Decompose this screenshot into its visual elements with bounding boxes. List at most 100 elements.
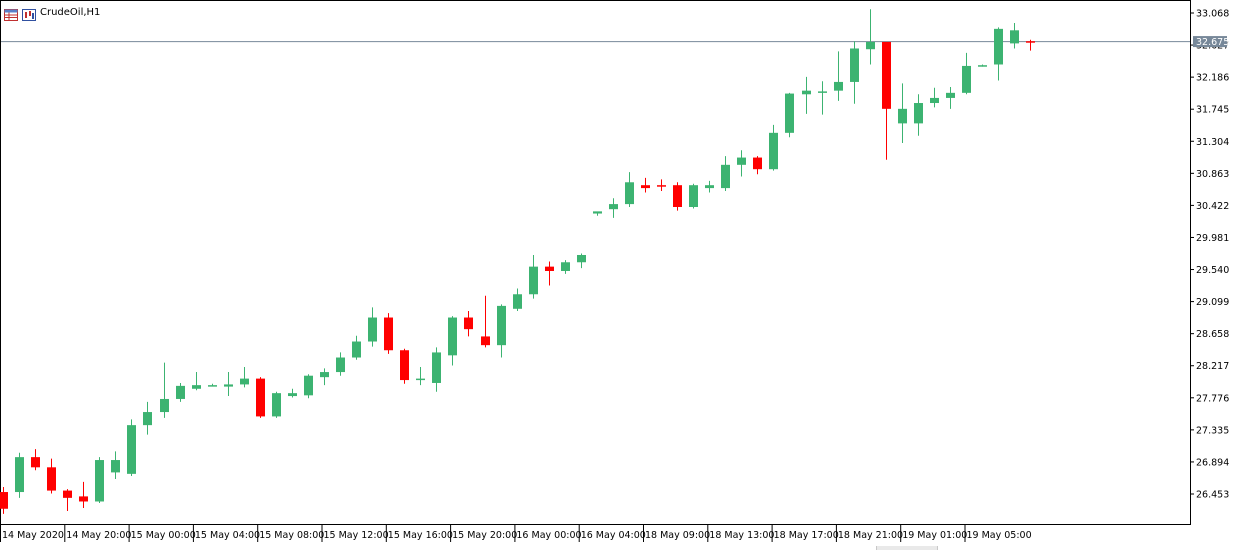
candle[interactable]	[1026, 39, 1035, 51]
candle[interactable]	[31, 449, 40, 471]
candle[interactable]	[384, 313, 393, 354]
plot-area[interactable]	[0, 0, 1191, 525]
candle[interactable]	[127, 419, 136, 477]
y-tick-label: 26.894	[1196, 457, 1229, 468]
candle[interactable]	[432, 347, 441, 392]
x-tick-label: 19 May 05:00	[967, 530, 1032, 541]
candle[interactable]	[1010, 23, 1019, 49]
y-tick-label: 28.217	[1196, 361, 1229, 372]
table-icon[interactable]	[4, 6, 18, 21]
candle[interactable]	[481, 295, 490, 348]
candle-body	[834, 81, 843, 91]
candle-body	[272, 393, 281, 417]
chart-icon[interactable]	[22, 6, 36, 21]
candle[interactable]	[577, 253, 586, 269]
candle[interactable]	[256, 377, 265, 418]
candle[interactable]	[304, 374, 313, 399]
candle[interactable]	[143, 401, 152, 435]
candle[interactable]	[705, 180, 714, 193]
candle[interactable]	[368, 307, 377, 347]
candle[interactable]	[111, 451, 120, 479]
candle-body	[513, 294, 522, 309]
candle-body	[497, 305, 506, 346]
candle[interactable]	[545, 261, 554, 286]
candle[interactable]	[898, 83, 907, 144]
x-tick-label: 18 May 17:00	[774, 530, 839, 541]
candle[interactable]	[272, 391, 281, 418]
candle[interactable]	[737, 150, 746, 177]
candle[interactable]	[657, 179, 666, 192]
candle[interactable]	[850, 41, 859, 104]
candle-body	[1010, 30, 1019, 44]
candle-body	[31, 457, 40, 468]
candle-body	[994, 28, 1003, 65]
candle[interactable]	[882, 41, 891, 160]
candle[interactable]	[416, 366, 425, 386]
candle[interactable]	[448, 316, 457, 366]
price-axis: 33.06832.62732.18631.74531.30430.86330.4…	[1190, 9, 1229, 501]
candle-body	[143, 412, 152, 426]
candle[interactable]	[352, 335, 361, 360]
candle[interactable]	[224, 372, 233, 397]
candle[interactable]	[529, 254, 538, 299]
candle[interactable]	[79, 481, 88, 509]
candle-body	[448, 317, 457, 356]
candle[interactable]	[866, 9, 875, 65]
candle[interactable]	[192, 372, 201, 391]
candle-body	[63, 490, 72, 498]
candle-body	[464, 317, 473, 330]
candle[interactable]	[978, 64, 987, 67]
candle[interactable]	[593, 211, 602, 216]
candle-body	[95, 460, 104, 502]
candle[interactable]	[240, 366, 249, 388]
x-tick-label: 15 May 00:00	[131, 530, 196, 541]
candle-body	[224, 384, 233, 387]
candle[interactable]	[561, 260, 570, 274]
candle[interactable]	[288, 388, 297, 398]
candle[interactable]	[464, 310, 473, 337]
candle[interactable]	[47, 458, 56, 494]
candle[interactable]	[818, 81, 827, 115]
x-tick-label: 15 May 04:00	[195, 530, 260, 541]
candle[interactable]	[320, 368, 329, 386]
candle[interactable]	[946, 87, 955, 109]
candle-body	[368, 317, 377, 342]
candle[interactable]	[176, 382, 185, 402]
candle[interactable]	[834, 51, 843, 101]
y-tick-label: 27.776	[1196, 393, 1229, 404]
candle[interactable]	[753, 156, 762, 175]
candle[interactable]	[721, 156, 730, 192]
candle[interactable]	[785, 92, 794, 138]
candle-body	[930, 97, 939, 104]
candle[interactable]	[673, 182, 682, 211]
candle[interactable]	[625, 172, 634, 207]
candle[interactable]	[160, 362, 169, 418]
candle[interactable]	[513, 288, 522, 311]
candle[interactable]	[609, 198, 618, 218]
candle[interactable]	[400, 348, 409, 384]
candle[interactable]	[15, 452, 24, 498]
candle[interactable]	[769, 124, 778, 171]
candle-body	[176, 385, 185, 399]
candle[interactable]	[914, 94, 923, 136]
candle[interactable]	[336, 352, 345, 376]
candle[interactable]	[802, 76, 811, 114]
candle[interactable]	[497, 304, 506, 358]
candle[interactable]	[95, 457, 104, 503]
candle[interactable]	[930, 87, 939, 108]
y-tick-label: 30.863	[1196, 169, 1229, 180]
candle[interactable]	[208, 383, 217, 387]
candle[interactable]	[689, 183, 698, 209]
x-tick-label: 15 May 12:00	[324, 530, 389, 541]
candle-body	[577, 254, 586, 263]
candle-body	[127, 425, 136, 474]
chart-tab[interactable]	[876, 546, 938, 550]
x-tick-label: 14 May 20:00	[66, 530, 131, 541]
candle[interactable]	[962, 52, 971, 95]
candle[interactable]	[641, 177, 650, 193]
candle-body	[673, 185, 682, 207]
candle[interactable]	[0, 486, 8, 514]
candle[interactable]	[994, 27, 1003, 81]
candle[interactable]	[63, 489, 72, 511]
